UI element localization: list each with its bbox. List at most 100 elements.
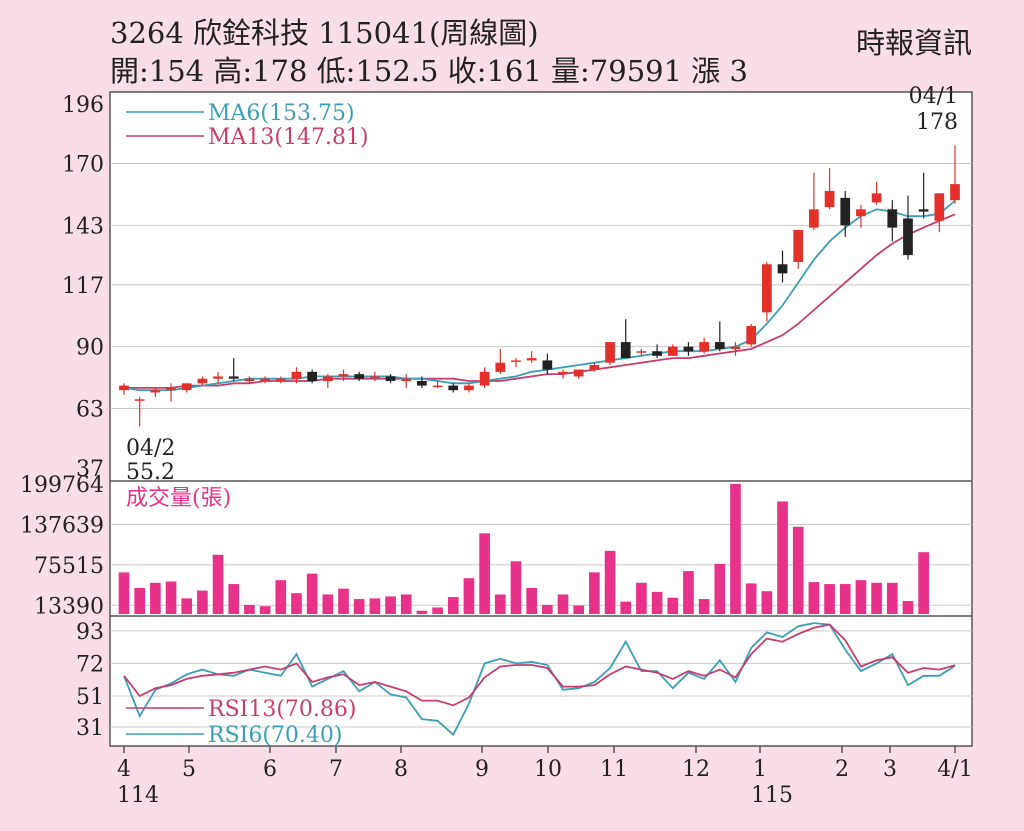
ma6-line [123,200,956,392]
volume-bar [777,501,788,614]
price-info: 開:154 高:178 低:152.5 收:161 量:79591 漲 3 [110,54,748,88]
volume-bar [353,599,365,614]
candle-body [150,390,161,393]
volume-bar [714,563,726,614]
candle-body [401,378,412,382]
candle-body [244,378,255,382]
candle-body [464,385,474,391]
legend-rsi13: RSI13(70.86) [208,697,356,722]
candle-body [417,381,427,386]
volume-bar [322,594,334,614]
candle-body [448,385,459,391]
volume-bar [745,583,757,614]
candle-body [683,346,694,352]
legend-ma13: MA13(147.81) [208,125,369,150]
candle-body [903,218,913,256]
volume-bar [212,554,224,614]
volume-bar [432,607,443,614]
volume-bar [447,597,459,614]
candle-body [166,387,176,391]
candle-body [291,371,302,379]
x-month-label: 10 [534,757,562,782]
candle-body [793,229,804,262]
volume-bar [698,599,710,614]
low-value-annotation: 55.2 [126,460,175,485]
x-month-label: 1 [753,757,767,782]
rsi13-line [123,623,956,707]
volume-bar [918,552,929,614]
volume-bar [636,582,647,614]
volume-bar [886,582,898,614]
candle-body [197,378,208,384]
volume-bar [479,533,490,614]
rsi-tick-label: 51 [76,685,104,710]
legend-rsi6: RSI6(70.40) [208,723,342,748]
candle-body [542,360,553,370]
x-month-label: 3 [883,757,897,782]
volume-bar [855,580,867,614]
volume-tick-label: 137639 [20,513,104,538]
high-date-annotation: 04/1 [909,84,958,109]
ma13-line [124,213,956,389]
volume-bar [306,573,318,614]
x-month-label: 11 [600,757,628,782]
candle-body [307,371,318,382]
candle-body [260,378,270,382]
volume-bar [244,604,255,614]
volume-bar [871,582,882,614]
rsi-tick-label: 72 [76,652,104,677]
volume-bar [494,594,506,614]
volume-bar [369,598,381,614]
candle-body [761,264,772,313]
y-tick-label: 37 [76,457,104,482]
x-month-label: 6 [263,757,277,782]
candle-body [495,362,506,372]
volume-bar [400,594,412,614]
candle-body [134,399,145,401]
volume-bar [463,578,475,614]
y-tick-label: 170 [62,153,104,178]
candle-body [479,371,490,386]
x-month-label: 7 [329,757,343,782]
x-month-label: 12 [682,757,710,782]
volume-bar [683,571,694,614]
x-month-label: 4/1 [937,757,972,782]
volume-title: 成交量(張) [126,486,231,511]
plot-area [109,91,973,747]
source-label: 時報資訊 [855,26,972,60]
volume-tick-label: 13390 [34,594,104,619]
volume-bar [134,587,146,614]
volume-bar [510,561,522,614]
candle-body [777,264,788,274]
candle-body [228,376,239,379]
candle-body [511,360,521,362]
candle-body [181,383,192,391]
volume-bar [228,584,240,614]
candle-body [934,193,945,221]
candle-body [322,376,333,382]
candle-body [526,358,537,361]
x-month-label: 2 [835,757,849,782]
volume-bar [730,483,741,614]
volume-bar [604,550,616,614]
volume-bar [259,606,271,614]
y-tick-label: 90 [76,336,104,361]
candle-body [746,326,757,345]
y-tick-label: 196 [62,93,104,118]
candle-body [573,369,584,377]
volume-bar [165,581,177,614]
candle-body [385,376,396,382]
volume-bar [197,590,208,614]
rsi-tick-label: 93 [76,620,104,645]
volume-bar [275,580,287,614]
candle-body [840,197,851,226]
volume-bar [824,584,835,614]
candle-body [699,342,709,352]
x-year-label: 115 [751,783,793,808]
candle-body [809,209,819,228]
x-year-label: 114 [117,783,159,808]
volume-bar [792,526,804,614]
volume-bar [118,572,130,614]
x-month-label: 9 [475,757,489,782]
